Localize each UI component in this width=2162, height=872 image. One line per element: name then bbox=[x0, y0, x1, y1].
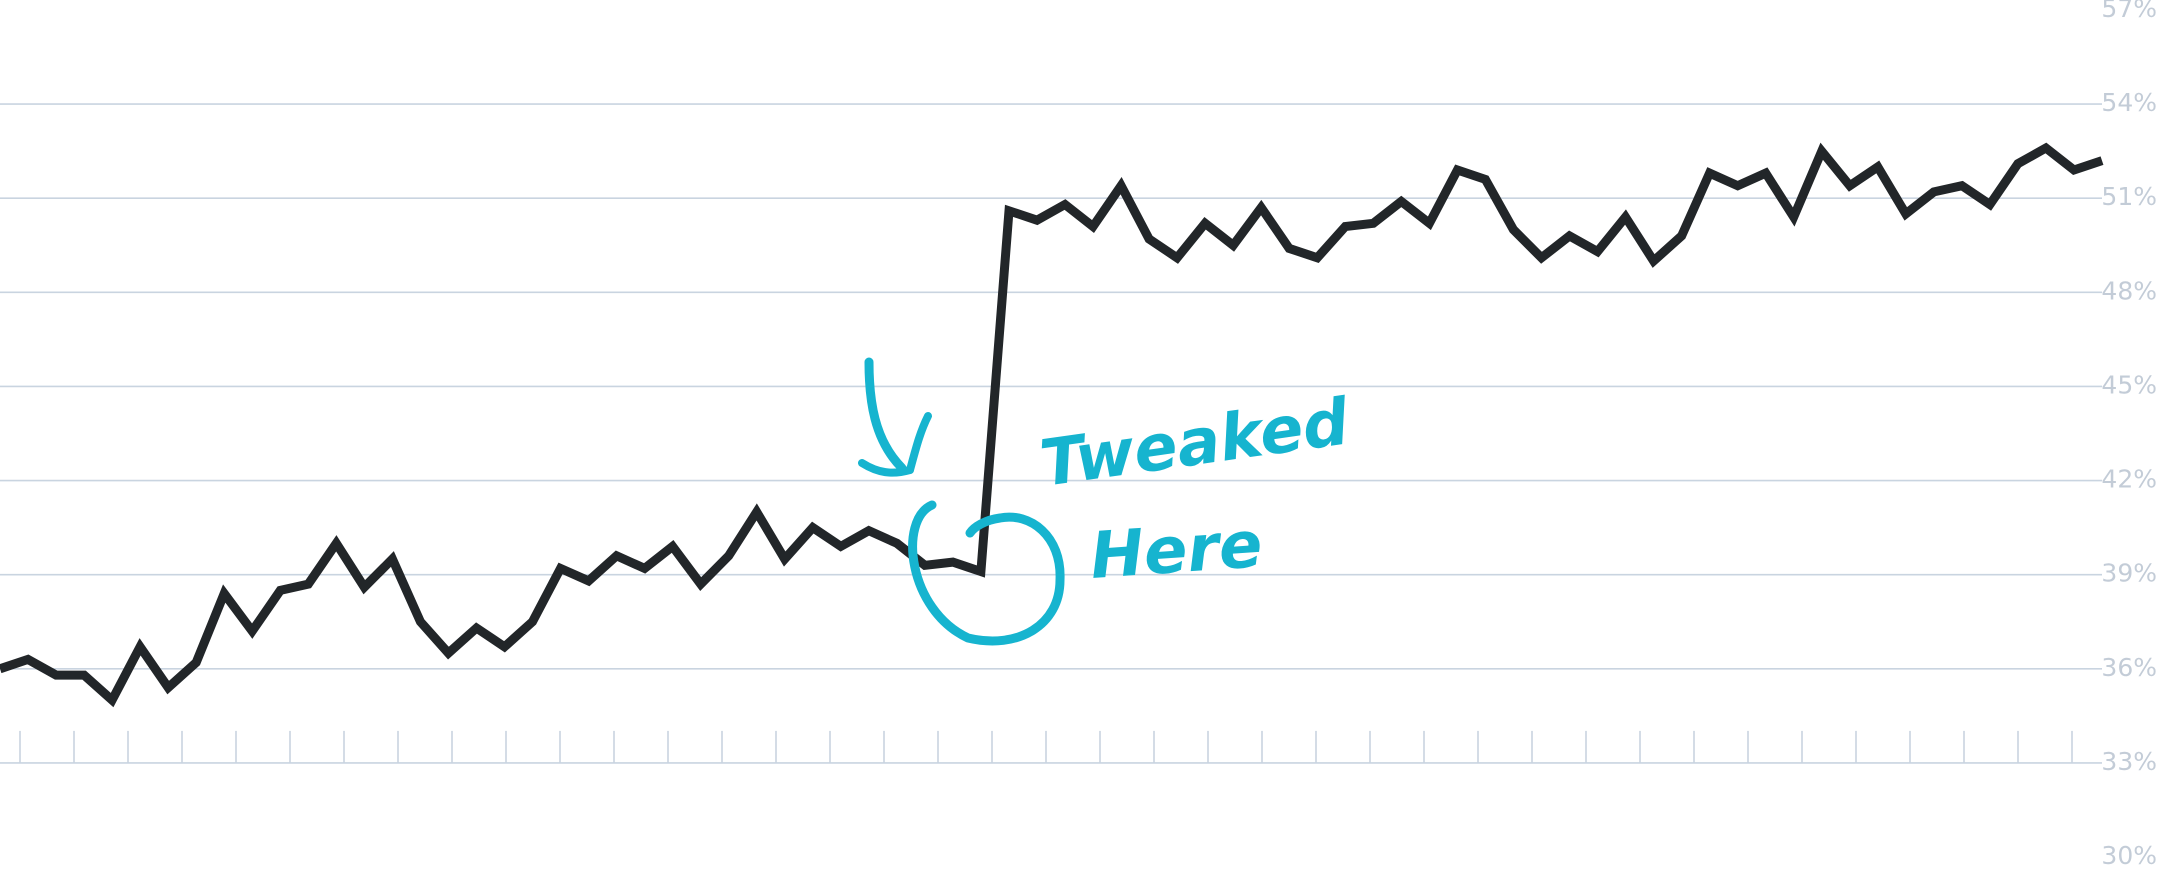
y-tick-label: 36% bbox=[2101, 653, 2157, 682]
annotation-arrow-head-right bbox=[906, 412, 932, 474]
x-axis-ticks bbox=[19, 730, 2073, 763]
annotation: Tweaked Here bbox=[858, 357, 1355, 646]
y-tick-label: 54% bbox=[2101, 88, 2157, 117]
y-tick-label: 45% bbox=[2101, 370, 2157, 399]
gridlines bbox=[0, 103, 2102, 764]
series-layer bbox=[0, 142, 2104, 708]
y-tick-label: 33% bbox=[2101, 747, 2157, 776]
y-axis-tick-labels: 30% 33% 36% 39% 42% 45% 48% 51% 54% 57% bbox=[2101, 0, 2157, 870]
y-tick-label: 42% bbox=[2101, 465, 2157, 494]
y-tick-label: 39% bbox=[2101, 559, 2157, 588]
annotation-arrow-shaft bbox=[864, 357, 907, 473]
annotation-circle bbox=[908, 500, 1065, 646]
annotation-text-line-1: Tweaked bbox=[1036, 385, 1355, 502]
y-tick-label: 30% bbox=[2101, 841, 2157, 870]
y-tick-label: 51% bbox=[2101, 182, 2157, 211]
y-tick-label: 48% bbox=[2101, 276, 2157, 305]
annotation-arrow-head-left bbox=[858, 459, 914, 477]
annotation-text-line-2: Here bbox=[1088, 508, 1265, 594]
series-line bbox=[0, 142, 2104, 708]
y-tick-label: 57% bbox=[2101, 0, 2157, 23]
